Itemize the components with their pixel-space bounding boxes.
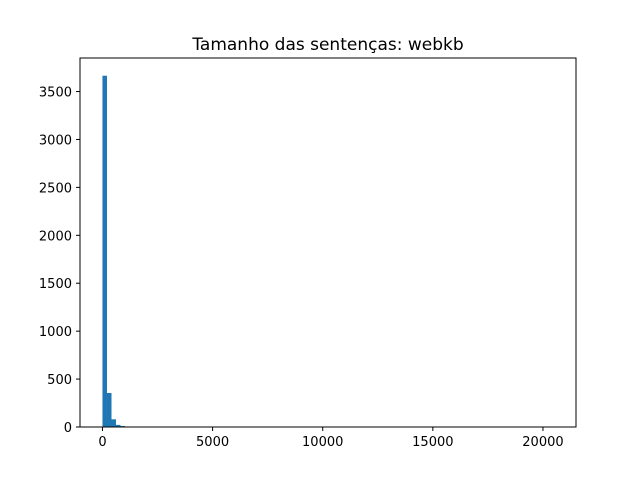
y-tick-label: 2500: [39, 181, 72, 196]
x-tick-label: 5000: [196, 435, 229, 450]
y-tick-label: 2000: [39, 229, 72, 244]
y-tick-label: 3000: [39, 133, 72, 148]
y-tick-label: 1000: [39, 325, 72, 340]
histogram-bar: [107, 393, 112, 427]
y-tick-label: 1500: [39, 277, 72, 292]
x-tick-label: 0: [98, 435, 106, 450]
chart-title: Tamanho das sentenças: webkb: [191, 35, 463, 55]
x-tick-label: 15000: [412, 435, 453, 450]
histogram-bar: [111, 419, 116, 427]
y-tick-label: 3500: [39, 86, 72, 101]
y-tick-label: 500: [47, 373, 72, 388]
histogram-bar: [102, 76, 107, 427]
y-tick-label: 0: [64, 421, 72, 436]
x-tick-label: 10000: [302, 435, 343, 450]
x-tick-label: 20000: [522, 435, 563, 450]
